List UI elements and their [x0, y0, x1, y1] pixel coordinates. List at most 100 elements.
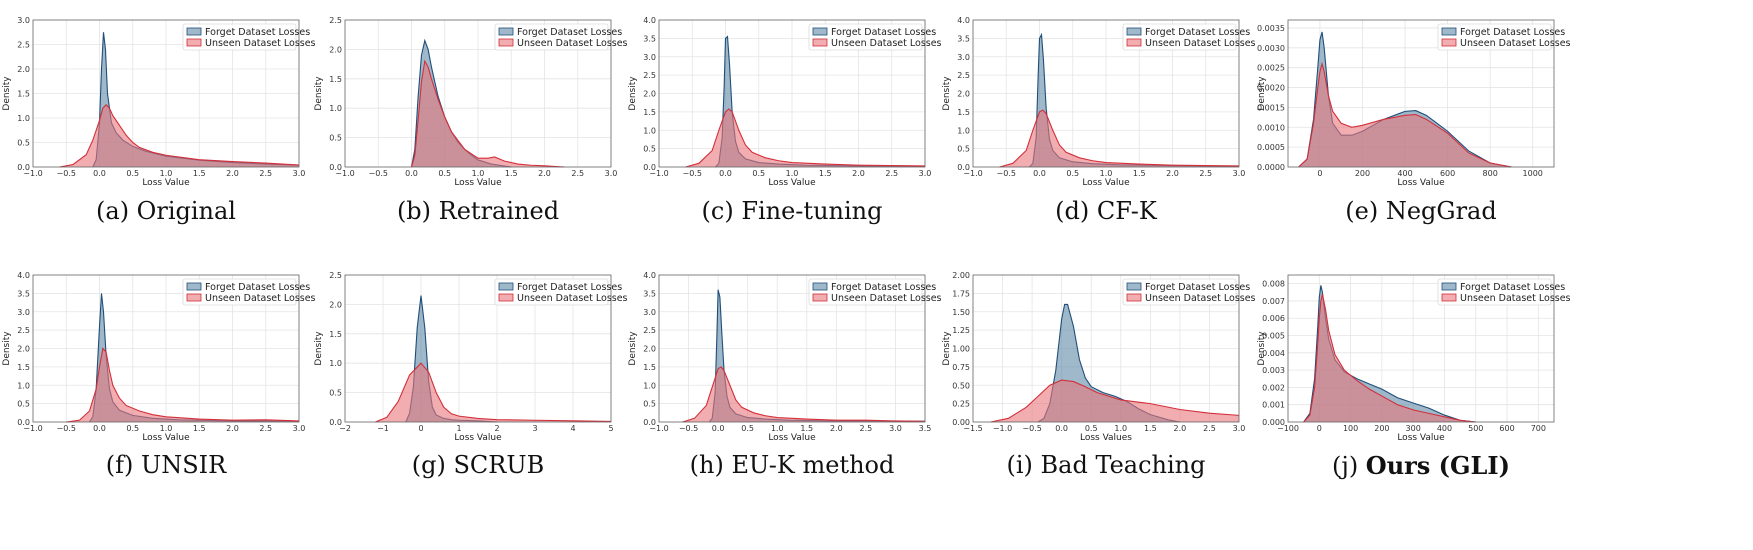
- x-tick-label: −1.0: [649, 169, 668, 178]
- y-tick-label: 0.0: [17, 418, 30, 427]
- y-tick-label: 1.5: [17, 90, 30, 99]
- axes-frame: [972, 274, 1240, 423]
- y-axis-label: Density: [2, 76, 12, 111]
- x-tick-label: 1.0: [160, 169, 173, 178]
- x-tick-label: 1.5: [800, 424, 813, 433]
- y-tick-label: 0.5: [17, 400, 30, 409]
- legend-box: [808, 278, 923, 306]
- x-tick-label: −0.5: [369, 169, 388, 178]
- x-tick-label: 1.0: [160, 424, 173, 433]
- y-tick-label: 2.0: [643, 345, 656, 354]
- x-tick-label: 0.5: [1066, 169, 1079, 178]
- y-tick-label: 2.5: [643, 326, 656, 335]
- y-tick-label: 2.5: [329, 16, 342, 25]
- chart-panel-b: −1.0 −0.5 0.0 0.5 1.0 1.5 2.0 2.5 3.0 0.0 0.5 1.0 1.…: [314, 16, 628, 188]
- x-tick-label: 3.0: [293, 169, 306, 178]
- unseen-legend-swatch: [498, 38, 514, 47]
- y-tick-label: 4.0: [17, 271, 30, 280]
- x-tick-label: 3.0: [1233, 424, 1246, 433]
- unseen-density-area: [411, 61, 565, 167]
- x-tick-label: 500: [1468, 424, 1483, 433]
- x-tick-label: 0.5: [438, 169, 451, 178]
- legend-label: Forget Dataset Losses: [831, 282, 936, 293]
- x-tick-label: −1.0: [335, 169, 354, 178]
- unseen-density-area: [990, 380, 1239, 422]
- x-tick-label: 1.0: [1114, 424, 1127, 433]
- chart-panel-a: −1.0 −0.5 0.0 0.5 1.0 1.5 2.0 2.5 3.0 0.0 0.5 1.0 1.…: [2, 16, 316, 188]
- x-tick-label: −100: [1277, 424, 1299, 433]
- y-tick-label: 2.0: [17, 345, 30, 354]
- y-tick-label: 2.5: [329, 271, 342, 280]
- caption-text: (e) NegGrad: [1345, 197, 1497, 225]
- forget-legend-swatch: [1126, 282, 1142, 291]
- legend-label: Unseen Dataset Losses: [517, 293, 628, 304]
- legend-label: Unseen Dataset Losses: [1460, 293, 1571, 304]
- unseen-density-line: [375, 362, 612, 423]
- x-tick-label: 2.5: [860, 424, 873, 433]
- legend-label: Forget Dataset Losses: [205, 282, 310, 293]
- unseen-density-line: [410, 59, 565, 168]
- forget-legend-swatch: [1441, 282, 1457, 291]
- y-tick-label: 3.5: [957, 34, 970, 43]
- forget-legend-swatch: [812, 282, 828, 291]
- panel-caption-a: (a) Original: [96, 197, 236, 225]
- x-tick-label: 2.0: [538, 169, 551, 178]
- y-tick-label: 0.5: [643, 145, 656, 154]
- x-tick-label: 0.0: [1033, 169, 1046, 178]
- x-tick-label: −0.5: [683, 169, 702, 178]
- x-tick-label: 5: [608, 424, 613, 433]
- y-axis-label: Density: [1257, 76, 1267, 111]
- forget-density-area: [709, 289, 925, 422]
- y-tick-label: 1.5: [643, 108, 656, 117]
- y-tick-label: 2.5: [643, 71, 656, 80]
- x-tick-label: 0.5: [126, 169, 139, 178]
- x-axis-label: Loss Values: [1080, 433, 1132, 443]
- panel-caption-f: (f) UNSIR: [106, 451, 226, 479]
- y-tick-label: 0.0: [957, 163, 970, 172]
- y-tick-label: 0.5: [957, 145, 970, 154]
- x-tick-label: 800: [1483, 169, 1498, 178]
- x-tick-label: 0.0: [93, 169, 106, 178]
- x-tick-label: 0.0: [1055, 424, 1068, 433]
- y-tick-label: 2.0: [329, 45, 342, 54]
- x-tick-label: 2: [494, 424, 499, 433]
- unseen-legend-swatch: [186, 293, 202, 302]
- unseen-density-area: [1303, 294, 1476, 422]
- y-tick-label: 0.5: [643, 400, 656, 409]
- forget-legend-swatch: [498, 27, 514, 36]
- x-axis-label: Loss Value: [454, 433, 502, 443]
- y-tick-label: 0.75: [952, 363, 970, 372]
- x-axis-label: Loss Value: [1397, 178, 1445, 188]
- x-tick-label: −0.5: [679, 424, 698, 433]
- x-tick-label: 1000: [1523, 169, 1543, 178]
- y-tick-label: 2.5: [957, 71, 970, 80]
- panel-caption-i: (i) Bad Teaching: [1006, 451, 1205, 479]
- x-tick-label: −1.0: [23, 169, 42, 178]
- legend-box: [494, 23, 609, 51]
- y-axis-label: Density: [628, 76, 638, 111]
- x-axis-label: Loss Value: [768, 433, 816, 443]
- unseen-density-line: [1298, 61, 1512, 168]
- forget-density-line: [708, 289, 926, 423]
- y-tick-label: 2.5: [17, 41, 30, 50]
- y-tick-label: 0.0: [643, 418, 656, 427]
- caption-text: (f) UNSIR: [105, 451, 227, 479]
- forget-legend-swatch: [186, 27, 202, 36]
- x-tick-label: 3.5: [919, 424, 932, 433]
- legend-box: [494, 278, 609, 306]
- x-tick-label: 100: [1343, 424, 1358, 433]
- caption-text: (j): [1332, 452, 1366, 480]
- x-tick-label: 1.5: [1133, 169, 1146, 178]
- y-tick-label: 2.00: [952, 271, 970, 280]
- x-tick-label: 1.0: [771, 424, 784, 433]
- legend-box: [808, 23, 923, 51]
- y-tick-label: 0.5: [17, 139, 30, 148]
- y-tick-label: 0.0025: [1257, 64, 1285, 73]
- axes-frame: [972, 19, 1240, 168]
